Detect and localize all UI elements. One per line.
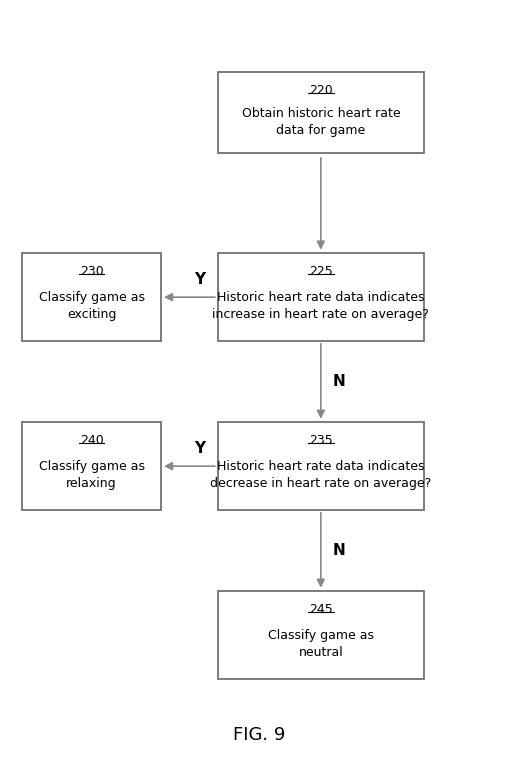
Text: Y: Y xyxy=(194,441,205,456)
Text: Historic heart rate data indicates
increase in heart rate on average?: Historic heart rate data indicates incre… xyxy=(212,291,429,322)
FancyBboxPatch shape xyxy=(22,253,161,342)
Text: 245: 245 xyxy=(309,602,333,615)
Text: 220: 220 xyxy=(309,84,333,97)
Text: 225: 225 xyxy=(309,264,333,278)
Text: Classify game as
relaxing: Classify game as relaxing xyxy=(38,460,145,490)
Text: 240: 240 xyxy=(80,433,104,446)
FancyBboxPatch shape xyxy=(218,72,424,153)
Text: FIG. 9: FIG. 9 xyxy=(233,726,285,744)
Text: Classify game as
neutral: Classify game as neutral xyxy=(268,629,374,659)
Text: Classify game as
exciting: Classify game as exciting xyxy=(38,291,145,322)
Text: Historic heart rate data indicates
decrease in heart rate on average?: Historic heart rate data indicates decre… xyxy=(210,460,431,490)
Text: 235: 235 xyxy=(309,433,333,446)
Text: Obtain historic heart rate
data for game: Obtain historic heart rate data for game xyxy=(241,107,400,137)
FancyBboxPatch shape xyxy=(218,422,424,510)
FancyBboxPatch shape xyxy=(218,253,424,342)
FancyBboxPatch shape xyxy=(22,422,161,510)
FancyBboxPatch shape xyxy=(218,591,424,679)
Text: N: N xyxy=(333,543,345,558)
Text: Y: Y xyxy=(194,272,205,287)
Text: 230: 230 xyxy=(80,264,104,278)
Text: N: N xyxy=(333,374,345,389)
